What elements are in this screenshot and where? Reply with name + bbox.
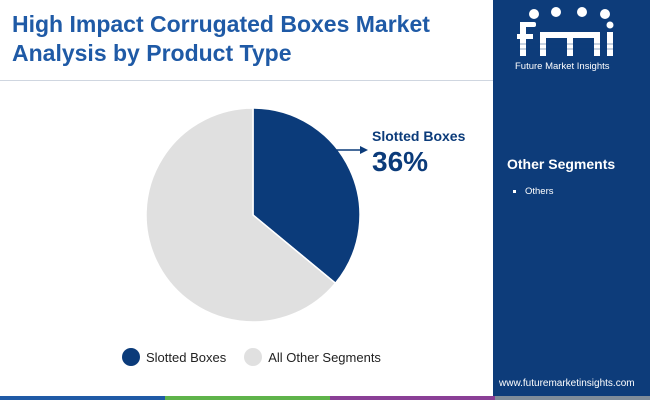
bottom-bar-segment-purple bbox=[330, 396, 495, 400]
website-url[interactable]: www.futuremarketinsights.com bbox=[499, 378, 635, 389]
legend-swatch-slotted-boxes bbox=[122, 348, 140, 366]
callout-arrow-head-icon bbox=[360, 146, 368, 154]
bottom-bar-segment-blue bbox=[0, 396, 165, 400]
fmi-logo-icon bbox=[517, 7, 617, 56]
sidebar: Future Market Insights Other Segments Ot… bbox=[493, 0, 650, 400]
pie-chart bbox=[145, 107, 368, 323]
chart-title: High Impact Corrugated Boxes Market Anal… bbox=[12, 11, 430, 66]
list-item-label: Others bbox=[525, 186, 554, 197]
other-segments-list: Others bbox=[513, 186, 554, 197]
list-item: Others bbox=[513, 186, 554, 197]
bullet-icon bbox=[513, 189, 516, 193]
divider bbox=[0, 80, 493, 81]
bottom-bar-segment-green bbox=[165, 396, 330, 400]
pie-slice-slotted-boxes bbox=[252, 107, 361, 285]
legend-label-slotted-boxes: Slotted Boxes bbox=[146, 349, 227, 365]
chart-panel: High Impact Corrugated Boxes Market Anal… bbox=[0, 11, 493, 366]
logo-text: Future Market Insights bbox=[515, 61, 610, 72]
legend-swatch-other-segments bbox=[244, 348, 263, 366]
legend-item-slotted-boxes: Slotted Boxes bbox=[122, 348, 226, 366]
callout-value: 36% bbox=[372, 146, 429, 177]
callout-label: Slotted Boxes bbox=[372, 128, 466, 144]
legend-label-other-segments: All Other Segments bbox=[268, 349, 381, 365]
bottom-color-bar bbox=[0, 396, 650, 400]
bottom-bar-segment-grey bbox=[495, 396, 650, 400]
other-segments-heading: Other Segments bbox=[507, 156, 616, 172]
legend-item-other-segments: All Other Segments bbox=[244, 348, 381, 366]
chart-legend: Slotted Boxes All Other Segments bbox=[122, 348, 399, 366]
pie-slice-other-segments bbox=[145, 107, 337, 323]
